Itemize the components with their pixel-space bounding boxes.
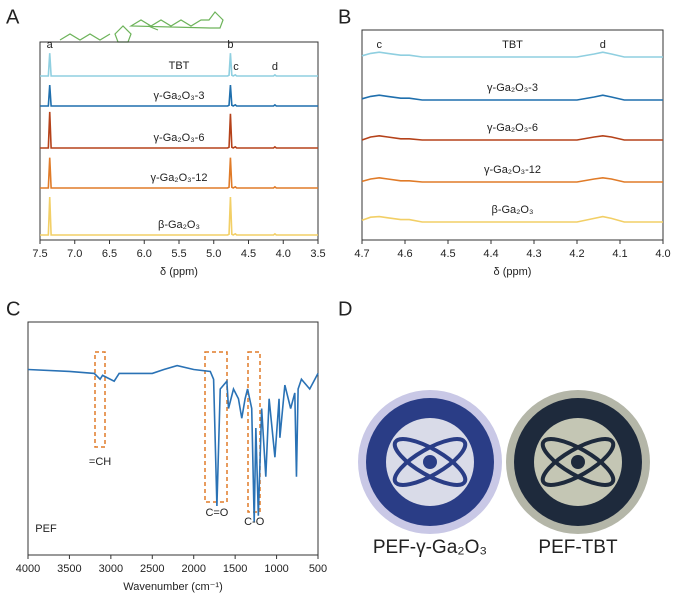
- annotation: C=O: [205, 507, 228, 519]
- box-ch: [94, 351, 261, 513]
- photo-2: [506, 390, 650, 534]
- series-label: TBT: [502, 39, 523, 51]
- spectrum: [40, 196, 318, 236]
- x-tick-label: 6.0: [137, 248, 152, 260]
- x-tick-label: 4.0: [276, 248, 291, 260]
- x-tick-label: 5.5: [171, 248, 186, 260]
- annotation: C-O: [244, 516, 265, 528]
- spectrum: [361, 94, 663, 101]
- x-tick-label: 4000: [16, 563, 40, 575]
- x-tick-label: 7.0: [67, 248, 82, 260]
- x-tick-label: 7.5: [32, 248, 47, 260]
- x-tick-label: 5.0: [206, 248, 221, 260]
- x-tick-label: 3500: [57, 563, 81, 575]
- spectrum: [361, 215, 663, 223]
- photo-1: [358, 390, 502, 534]
- x-tick-label: 1000: [264, 563, 288, 575]
- x-tick-label: 4.2: [569, 248, 584, 260]
- spectrum: [40, 85, 318, 107]
- x-tick-label: 6.5: [102, 248, 117, 260]
- spectrum: [361, 51, 663, 58]
- series-label: β-Ga₂O₃: [158, 219, 200, 231]
- panel-label: B: [338, 6, 351, 28]
- x-tick-label: 2000: [181, 563, 205, 575]
- spectrum: [361, 176, 663, 183]
- x-tick-label: 4.4: [483, 248, 498, 260]
- annotation: d: [272, 61, 278, 73]
- x-tick-label: 4.0: [655, 248, 670, 260]
- x-tick-label: 1500: [223, 563, 247, 575]
- x-axis-label: δ (ppm): [160, 266, 198, 278]
- plot-frame: [361, 29, 664, 241]
- photo-label: PEF-γ-Ga₂O₃: [373, 537, 487, 558]
- x-tick-label: 3.5: [310, 248, 325, 260]
- series-label: TBT: [169, 60, 190, 72]
- plot-frame: [27, 321, 319, 556]
- spectrum: [40, 157, 318, 189]
- x-tick-label: 4.6: [397, 248, 412, 260]
- spectrum: [40, 53, 318, 77]
- spectrum: [40, 111, 318, 149]
- x-axis-label: δ (ppm): [494, 266, 532, 278]
- annotation: c: [233, 61, 239, 73]
- annotation: =CH: [89, 456, 111, 468]
- x-axis-label: Wavenumber (cm⁻¹): [123, 581, 223, 593]
- series-label: PEF: [35, 523, 57, 535]
- spectrum: [361, 134, 663, 141]
- x-tick-label: 500: [309, 563, 327, 575]
- panel-label: A: [6, 6, 20, 28]
- annotation: d: [600, 39, 606, 51]
- series-label: γ-Ga₂O₃-12: [484, 164, 541, 176]
- x-tick-label: 4.5: [241, 248, 256, 260]
- x-tick-label: 4.5: [440, 248, 455, 260]
- panel-label: C: [6, 298, 20, 320]
- series-label: γ-Ga₂O₃-3: [487, 82, 538, 94]
- annotation: b: [227, 39, 233, 51]
- series-label: γ-Ga₂O₃-6: [154, 132, 205, 144]
- series-label: γ-Ga₂O₃-12: [150, 172, 207, 184]
- series-label: β-Ga₂O₃: [492, 204, 534, 216]
- x-tick-label: 2500: [140, 563, 164, 575]
- panel-label: D: [338, 298, 352, 320]
- annotation: a: [47, 39, 54, 51]
- x-tick-label: 4.1: [612, 248, 627, 260]
- x-tick-label: 4.7: [354, 248, 369, 260]
- x-tick-label: 4.3: [526, 248, 541, 260]
- series-label: γ-Ga₂O₃-3: [154, 90, 205, 102]
- photo-label: PEF-TBT: [538, 537, 618, 558]
- spectrum: [27, 364, 319, 522]
- x-tick-label: 3000: [99, 563, 123, 575]
- series-label: γ-Ga₂O₃-6: [487, 122, 538, 134]
- structure: [59, 11, 224, 43]
- annotation: c: [376, 39, 382, 51]
